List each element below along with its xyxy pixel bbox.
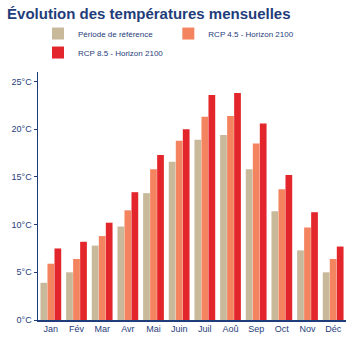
svg-text:Déc: Déc [325, 324, 342, 334]
svg-text:Évolution des températures men: Évolution des températures mensuelles [7, 5, 290, 22]
svg-text:Aoû: Aoû [222, 324, 238, 334]
svg-text:Mar: Mar [94, 324, 110, 334]
svg-text:Avr: Avr [121, 324, 134, 334]
svg-text:Mai: Mai [146, 324, 161, 334]
svg-text:Nov: Nov [299, 324, 316, 334]
svg-text:Sep: Sep [248, 324, 264, 334]
svg-text:Juin: Juin [171, 324, 188, 334]
svg-text:Fév: Fév [69, 324, 85, 334]
svg-text:10°C: 10°C [12, 220, 33, 230]
svg-text:RCP 4.5 - Horizon 2100: RCP 4.5 - Horizon 2100 [208, 30, 293, 39]
svg-text:Oct: Oct [275, 324, 290, 334]
svg-text:Jan: Jan [44, 324, 59, 334]
svg-text:25°C: 25°C [12, 77, 33, 87]
svg-text:0°C: 0°C [17, 315, 33, 325]
svg-text:RCP 8.5 - Horizon 2100: RCP 8.5 - Horizon 2100 [78, 49, 163, 58]
svg-text:20°C: 20°C [12, 124, 33, 134]
svg-text:Juil: Juil [198, 324, 212, 334]
svg-text:Période de référence: Période de référence [78, 30, 153, 39]
svg-text:15°C: 15°C [12, 172, 33, 182]
svg-text:5°C: 5°C [17, 267, 33, 277]
